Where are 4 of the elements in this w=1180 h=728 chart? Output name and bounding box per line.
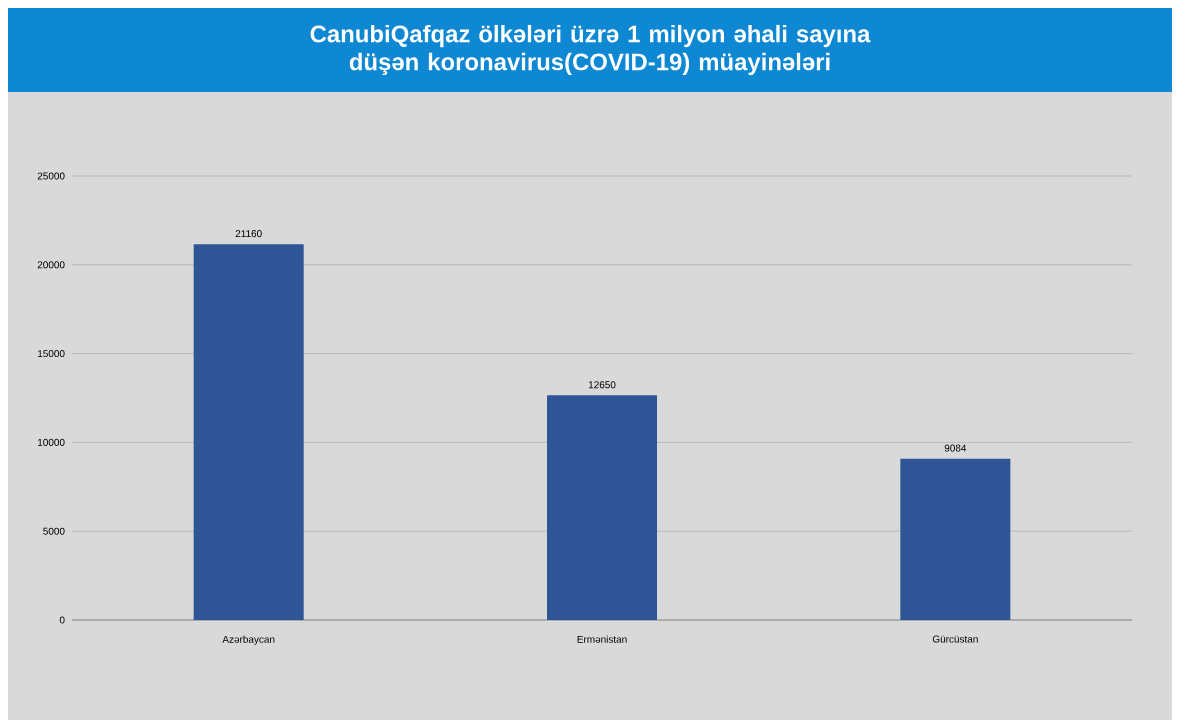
- bar: [900, 458, 1011, 620]
- chart-title: CanubiQafqaz ölkələri üzrə 1 milyon əhali sayına düşən koronavirus(COVID-19) müayinələri: [310, 24, 871, 76]
- bar: [547, 395, 658, 620]
- bar: [193, 244, 304, 620]
